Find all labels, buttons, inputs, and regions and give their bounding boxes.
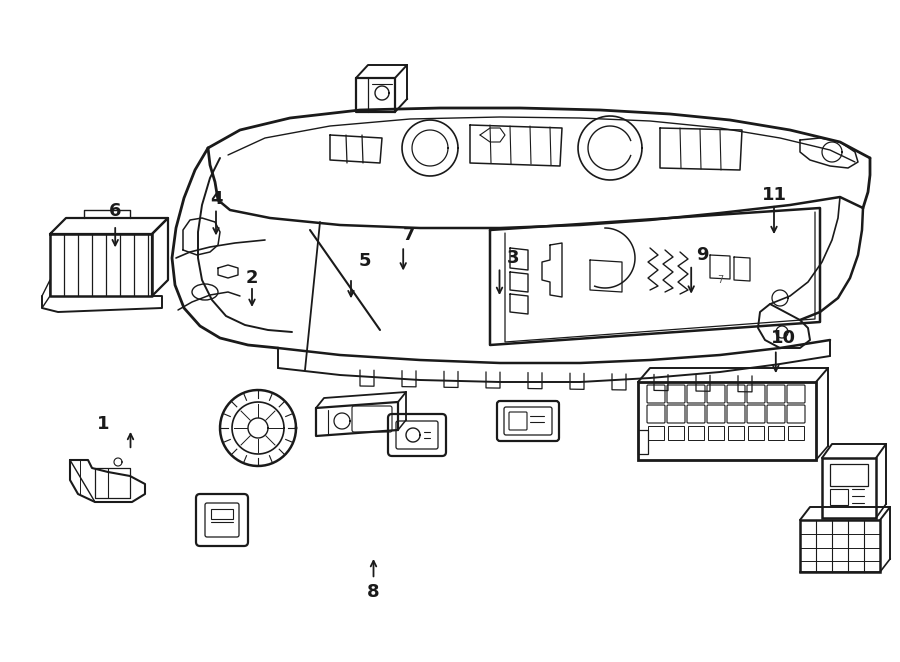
Text: 1: 1 [97, 414, 110, 433]
Text: 8: 8 [367, 583, 380, 602]
Bar [648, 426, 664, 440]
Bar [800, 520, 880, 572]
Text: 6: 6 [109, 201, 122, 220]
Text: 3: 3 [507, 249, 519, 267]
Text: 10: 10 [770, 328, 796, 347]
Bar [748, 426, 764, 440]
Bar [211, 509, 233, 519]
Bar [830, 489, 848, 505]
Text: 7: 7 [717, 275, 723, 285]
Text: 2: 2 [246, 269, 258, 287]
Text: 9: 9 [696, 246, 708, 264]
Bar [768, 426, 784, 440]
Bar [788, 426, 804, 440]
Bar [668, 426, 684, 440]
Bar [728, 426, 744, 440]
Text: 4: 4 [210, 189, 222, 208]
Text: 5: 5 [358, 252, 371, 271]
Bar [708, 426, 724, 440]
Bar [688, 426, 704, 440]
Bar [822, 458, 876, 518]
Text: 7: 7 [403, 226, 416, 244]
Text: 11: 11 [761, 186, 787, 205]
Bar [830, 464, 868, 486]
Bar [638, 430, 648, 454]
Bar [638, 382, 816, 460]
